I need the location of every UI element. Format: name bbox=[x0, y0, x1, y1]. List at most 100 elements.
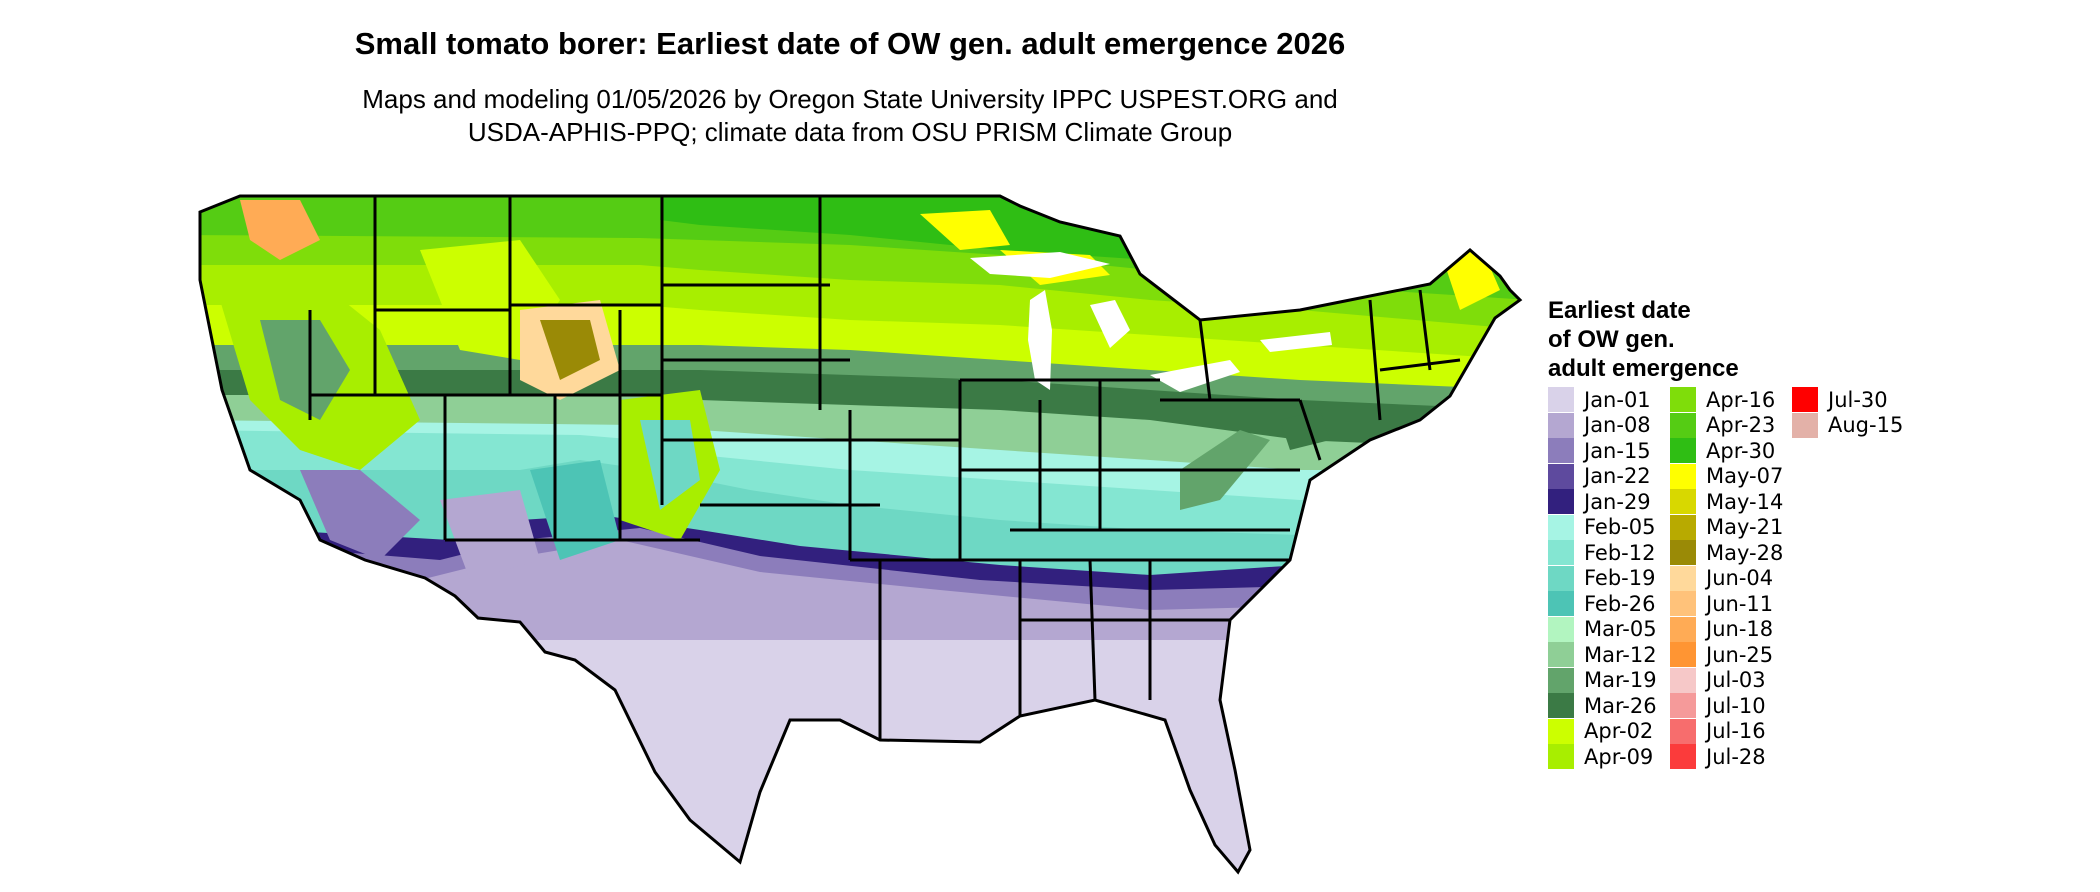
legend-label: Jan-15 bbox=[1584, 438, 1651, 463]
legend-swatch bbox=[1670, 540, 1696, 565]
legend-item: Jul-30 bbox=[1792, 387, 1888, 412]
us-emergence-map bbox=[198, 194, 1523, 875]
legend-swatch bbox=[1548, 565, 1574, 591]
legend-item: Mar-12 bbox=[1548, 642, 1657, 667]
legend-swatch bbox=[1670, 387, 1696, 412]
legend-item: Jun-18 bbox=[1670, 616, 1774, 642]
legend-label: Mar-12 bbox=[1584, 642, 1657, 667]
legend-item: Aug-15 bbox=[1792, 412, 1904, 438]
legend-swatch bbox=[1548, 489, 1574, 514]
legend-item: Jun-25 bbox=[1670, 642, 1773, 667]
legend-item: Jan-29 bbox=[1548, 489, 1651, 514]
legend-swatch bbox=[1670, 565, 1696, 591]
legend-title-line-1: Earliest date bbox=[1548, 297, 1691, 324]
legend-item: Jul-16 bbox=[1670, 718, 1766, 744]
legend-label: Apr-16 bbox=[1706, 387, 1776, 412]
legend-swatch bbox=[1548, 412, 1574, 438]
legend-item: Apr-02 bbox=[1548, 718, 1654, 744]
legend-item: May-14 bbox=[1670, 489, 1783, 514]
map-subtitle-line-2: USDA-APHIS-PPQ; climate data from OSU PR… bbox=[467, 117, 1233, 147]
legend-label: Jul-16 bbox=[1706, 719, 1766, 743]
legend-label: Aug-15 bbox=[1828, 413, 1904, 437]
legend-swatch bbox=[1792, 387, 1818, 412]
legend-label: Jan-29 bbox=[1584, 489, 1651, 514]
legend-title-line-2: of OW gen. bbox=[1548, 326, 1675, 353]
legend-item: Feb-26 bbox=[1548, 591, 1655, 616]
legend-swatch bbox=[1670, 693, 1696, 718]
legend-swatch bbox=[1670, 667, 1696, 693]
legend-label: May-21 bbox=[1706, 515, 1784, 539]
legend-swatch bbox=[1548, 591, 1574, 616]
legend-label: May-14 bbox=[1706, 489, 1784, 514]
legend-swatch bbox=[1670, 591, 1696, 616]
legend-swatch bbox=[1670, 514, 1696, 540]
legend-swatch bbox=[1670, 718, 1696, 744]
legend-item: Apr-30 bbox=[1670, 438, 1775, 463]
legend-swatch bbox=[1548, 718, 1574, 744]
legend-item: Feb-05 bbox=[1548, 514, 1656, 540]
legend-item: Jun-04 bbox=[1670, 565, 1774, 591]
legend-item: May-07 bbox=[1670, 463, 1784, 489]
legend-item: Jul-28 bbox=[1670, 744, 1766, 769]
legend-swatch bbox=[1548, 642, 1574, 667]
legend-item: Mar-26 bbox=[1548, 693, 1657, 718]
legend-item: Feb-12 bbox=[1548, 540, 1655, 565]
legend-swatch bbox=[1548, 667, 1574, 693]
legend-item: Jul-03 bbox=[1670, 667, 1766, 693]
legend-label: May-07 bbox=[1706, 464, 1784, 488]
legend-swatch bbox=[1792, 412, 1818, 438]
legend-item: Mar-05 bbox=[1548, 616, 1657, 642]
legend-label: Jul-03 bbox=[1706, 668, 1766, 692]
legend-swatch bbox=[1670, 744, 1696, 769]
legend-label: Jul-10 bbox=[1706, 693, 1766, 718]
legend-label: Feb-26 bbox=[1584, 591, 1656, 616]
legend-swatch bbox=[1548, 744, 1574, 769]
legend-label: May-28 bbox=[1706, 540, 1784, 565]
legend-label: Jan-01 bbox=[1584, 387, 1651, 412]
legend-item: Jun-11 bbox=[1670, 591, 1773, 616]
legend-label: Jul-30 bbox=[1828, 387, 1888, 412]
legend-label: Feb-12 bbox=[1584, 540, 1656, 565]
map-title: Small tomato borer: Earliest date of OW … bbox=[354, 26, 1346, 61]
legend-item: May-21 bbox=[1670, 514, 1784, 540]
legend-swatch bbox=[1670, 438, 1696, 463]
legend-swatch bbox=[1670, 412, 1696, 438]
legend-swatch bbox=[1670, 616, 1696, 642]
legend-item: Jan-08 bbox=[1548, 412, 1651, 438]
legend-label: Feb-19 bbox=[1584, 566, 1656, 590]
legend-label: Jun-11 bbox=[1706, 591, 1774, 616]
legend-item: Jan-22 bbox=[1548, 463, 1651, 489]
legend-label: Feb-05 bbox=[1584, 515, 1656, 539]
legend-swatch bbox=[1548, 514, 1574, 540]
legend-label: Jun-18 bbox=[1706, 617, 1774, 641]
legend-item: Mar-19 bbox=[1548, 667, 1657, 693]
legend-swatch bbox=[1670, 463, 1696, 489]
legend-swatch bbox=[1548, 463, 1574, 489]
legend-label: Mar-26 bbox=[1584, 693, 1657, 718]
legend-item: May-28 bbox=[1670, 540, 1783, 565]
legend-swatch bbox=[1548, 387, 1574, 412]
legend-item: Feb-19 bbox=[1548, 565, 1656, 591]
legend-label: Jul-28 bbox=[1706, 744, 1766, 769]
map-subtitle-line-1: Maps and modeling 01/05/2026 by Oregon S… bbox=[362, 84, 1338, 114]
legend-label: Jan-08 bbox=[1584, 413, 1651, 437]
legend-label: Jun-04 bbox=[1706, 566, 1774, 590]
legend-item: Jan-01 bbox=[1548, 387, 1651, 412]
legend-label: Apr-02 bbox=[1584, 719, 1654, 743]
legend-label: Mar-05 bbox=[1584, 617, 1657, 641]
legend-label: Apr-09 bbox=[1584, 744, 1654, 769]
legend-item: Jan-15 bbox=[1548, 438, 1651, 463]
legend-label: Apr-30 bbox=[1706, 438, 1776, 463]
legend-swatch bbox=[1548, 540, 1574, 565]
legend-swatch bbox=[1548, 693, 1574, 718]
legend-item: Jul-10 bbox=[1670, 693, 1766, 718]
legend-swatch bbox=[1670, 642, 1696, 667]
legend-swatch bbox=[1670, 489, 1696, 514]
legend-title-line-3: adult emergence bbox=[1548, 355, 1739, 382]
legend-label: Jan-22 bbox=[1584, 464, 1651, 488]
legend-swatch bbox=[1548, 616, 1574, 642]
legend-item: Apr-16 bbox=[1670, 387, 1775, 412]
legend-label: Jun-25 bbox=[1706, 642, 1774, 667]
legend-item: Apr-09 bbox=[1548, 744, 1653, 769]
legend-item: Apr-23 bbox=[1670, 412, 1775, 438]
